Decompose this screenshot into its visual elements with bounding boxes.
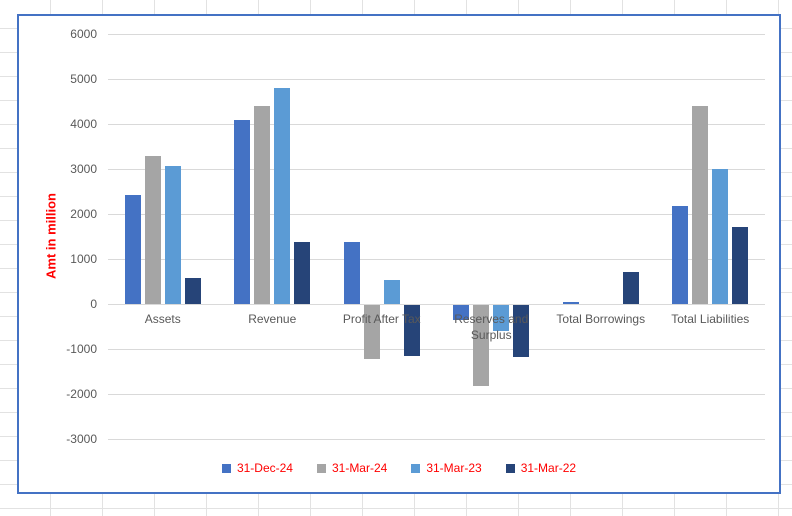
bar-31-Mar-22[interactable] [184,278,201,304]
legend-item[interactable]: 31-Mar-23 [411,461,482,475]
bar-31-Dec-24[interactable] [562,302,579,304]
x-axis-category-label: Revenue [248,312,297,326]
bar-31-Mar-24[interactable] [692,105,709,304]
x-axis-category-label: Profit After Tax [342,312,421,326]
bar-31-Dec-24[interactable] [234,119,251,304]
y-axis-tick-label: 5000 [70,72,97,86]
legend-swatch-icon [221,463,231,473]
legend-item[interactable]: 31-Mar-24 [316,461,388,475]
bar-31-Mar-23[interactable] [274,87,291,304]
gridline [108,304,765,305]
legend-item[interactable]: 31-Dec-24 [221,461,293,475]
bar-31-Mar-24[interactable] [144,156,161,304]
bar-31-Mar-22[interactable] [622,272,639,304]
bar-31-Dec-24[interactable] [453,305,470,320]
bar-31-Dec-24[interactable] [124,194,141,304]
bar-31-Mar-22[interactable] [513,305,530,358]
y-axis-tick-label: -1000 [66,342,97,356]
bar-31-Mar-23[interactable] [493,305,510,332]
gridline [108,259,765,260]
y-axis-tick-label: 4000 [70,117,97,131]
excel-chart-object[interactable]: Amt in million 6000 5000 4000 3000 2000 1000 0… [17,14,781,494]
legend-label: 31-Dec-24 [236,461,293,475]
y-axis-tick-label: 1000 [70,252,97,266]
x-axis-category-label: Assets [144,312,181,326]
bar-31-Mar-22[interactable] [294,242,311,304]
bar-31-Mar-23[interactable] [712,168,729,304]
gridline [108,79,765,80]
bar-31-Mar-24[interactable] [363,305,380,359]
gridline [108,34,765,35]
bar-31-Dec-24[interactable] [343,242,360,304]
x-axis-category-label: Total Borrowings [556,312,646,326]
gridline [108,124,765,125]
bar-31-Mar-24[interactable] [473,305,490,386]
legend-swatch-icon [316,463,326,473]
legend-swatch-icon [411,463,421,473]
y-axis-tick-label: -2000 [66,387,97,401]
x-axis-category-label: Total Liabilities [671,312,750,326]
bar-31-Mar-23[interactable] [383,280,400,304]
gridlines-layer [108,34,765,440]
gridline [108,214,765,215]
bar-31-Mar-22[interactable] [403,305,420,356]
y-axis-tick-label: 2000 [70,207,97,221]
gridline [108,349,765,350]
legend-swatch-icon [505,463,515,473]
y-axis-tick-label: 6000 [70,27,97,41]
legend-item[interactable]: 31-Mar-22 [505,461,577,475]
bars-layer [108,34,765,439]
plot-area [108,34,765,440]
gridline [108,394,765,395]
chart-legend: 31-Dec-24 31-Mar-24 31-Mar-23 31-Mar-22 [19,461,779,475]
bar-31-Mar-22[interactable] [732,226,749,304]
bar-31-Mar-24[interactable] [254,105,271,304]
gridline [108,439,765,440]
bar-31-Mar-23[interactable] [164,166,181,304]
y-axis-tick-label: 0 [90,297,97,311]
y-axis-tick-label: 3000 [70,162,97,176]
y-axis-tick-label: -3000 [66,432,97,446]
bar-31-Dec-24[interactable] [672,205,689,304]
legend-label: 31-Mar-24 [331,461,388,475]
legend-label: 31-Mar-23 [426,461,482,475]
gridline [108,169,765,170]
x-axis-category-label: Reserves and Surplus [454,312,529,342]
legend-label: 31-Mar-22 [520,461,577,475]
